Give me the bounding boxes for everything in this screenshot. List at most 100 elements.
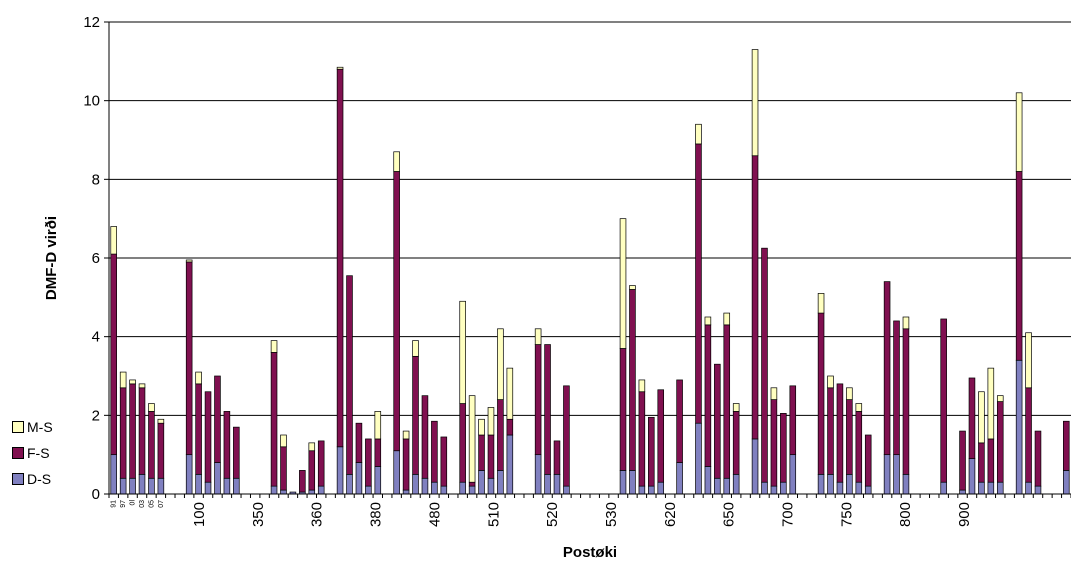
bar-segment-ds [732,473,740,495]
bar-segment-fs [836,383,844,483]
bar-segment-ds [440,485,448,495]
bar-segment-fs [695,143,702,424]
y-tick-label: 10 [83,93,100,110]
bar-segment-ds [770,485,778,495]
bar-segment-ds [374,466,382,495]
bar-segment-ds [1025,481,1032,495]
bar-segment-fs [751,155,759,440]
x-category-label: 800 [897,502,914,527]
bar-segment-ds [553,473,561,495]
bar-segment-fs [431,420,438,483]
bar-segment-fs [440,436,448,487]
y-tick-label: 6 [92,250,100,267]
bar-segment-ms [770,387,778,400]
bar-segment-ds [138,473,146,495]
bar-segment-ms [978,391,985,444]
bar-segment-ms [119,371,127,389]
bar-segment-ds [336,446,344,495]
bar-segment-ds [431,481,438,495]
bar-segment-fs [893,320,900,456]
bar-segment-ds [487,477,495,495]
legend-label-fs: F-S [27,445,50,461]
x-category-label: 100 [191,502,208,527]
bar-segment-ds [270,485,278,495]
bar-segment-ds [1063,470,1070,495]
bar-segment-fs [1015,171,1023,361]
bar-segment-fs [940,318,947,483]
legend-swatch-ms [12,421,24,433]
x-category-label: 530 [603,502,620,527]
bar-segment-ms [996,395,1004,402]
bar-segment-ds [185,454,193,495]
bar-segment-fs [855,411,863,483]
bar-segment-fs [704,324,712,467]
bar-segment-fs [846,399,853,475]
legend-label-ds: D-S [27,471,52,487]
y-axis-ticks: 0 2 4 6 8 10 12 [83,14,109,503]
bar-segment-ds [780,481,787,495]
bar-segment-fs [780,413,787,483]
x-category-label: 700 [780,502,797,527]
bar-segment-ms [459,300,466,404]
bar-segment-ds [459,481,466,495]
bar-segment-fs [497,399,504,471]
bar-segment-ds [704,466,712,495]
legend: M-S F-S D-S [12,414,53,492]
bar-segment-ms [902,316,910,330]
bar-segment-ms [374,411,382,440]
bar-segment-fs [619,348,627,471]
bar-segment-ds [883,454,891,495]
bar-segment-fs [421,395,429,479]
bar-segment-ds [365,485,372,495]
bar-segment-fs [827,387,834,475]
x-year-label: 03 [139,500,146,508]
bar-segment-ms [270,340,278,353]
bar-segment-ds [846,473,853,495]
bar-segment-ms [129,379,136,385]
bar-segment-fs [987,438,995,483]
bar-segment-ds [412,473,419,495]
legend-swatch-fs [12,447,24,459]
bar-segment-fs [629,289,636,471]
bar-segment-ds [393,450,400,495]
bar-segment-ms [402,430,410,440]
bar-segment-ms [185,259,193,263]
bar-segment-ds [638,485,646,495]
bar-segment-fs [317,440,325,487]
bar-segment-ds [204,481,212,495]
bar-segment-ds [468,485,476,495]
bar-segment-fs [732,411,740,475]
bar-segment-fs [468,481,476,487]
bar-segment-fs [336,68,344,448]
bar-segment-ms [987,367,995,440]
bar-segment-ms [1025,332,1032,389]
bar-segment-fs [478,434,485,471]
bar-segment-ds [902,473,910,495]
bar-segment-ds [987,481,995,495]
bar-segment-ms [846,387,853,400]
legend-item-fs: F-S [12,440,53,466]
bar-segment-fs [534,344,542,456]
bar-segment-fs [959,430,966,491]
y-tick-label: 2 [92,407,100,424]
bar-segment-fs [1063,420,1070,471]
bar-segment-ds [280,489,287,495]
bar-segment-ds [478,470,485,495]
bar-segment-fs [883,281,891,456]
x-category-label: 520 [544,502,561,527]
x-category-label: 510 [485,502,502,527]
bar-segment-fs [978,442,985,483]
bar-segment-fs [223,411,231,479]
bar-segment-ds [761,481,768,495]
bar-segment-ds [940,481,947,495]
bar-segment-ds [648,485,655,495]
bar-segment-ms [638,379,646,393]
bar-segment-ds [864,485,872,495]
bar-segment-ds [497,470,504,495]
bar-segment-ms [704,316,712,326]
bar-segment-fs [299,470,306,493]
bar-segment-ms [148,403,155,412]
x-year-label: 05 [148,500,155,508]
bar-segment-fs [553,440,561,475]
bar-segment-fs [817,312,825,475]
